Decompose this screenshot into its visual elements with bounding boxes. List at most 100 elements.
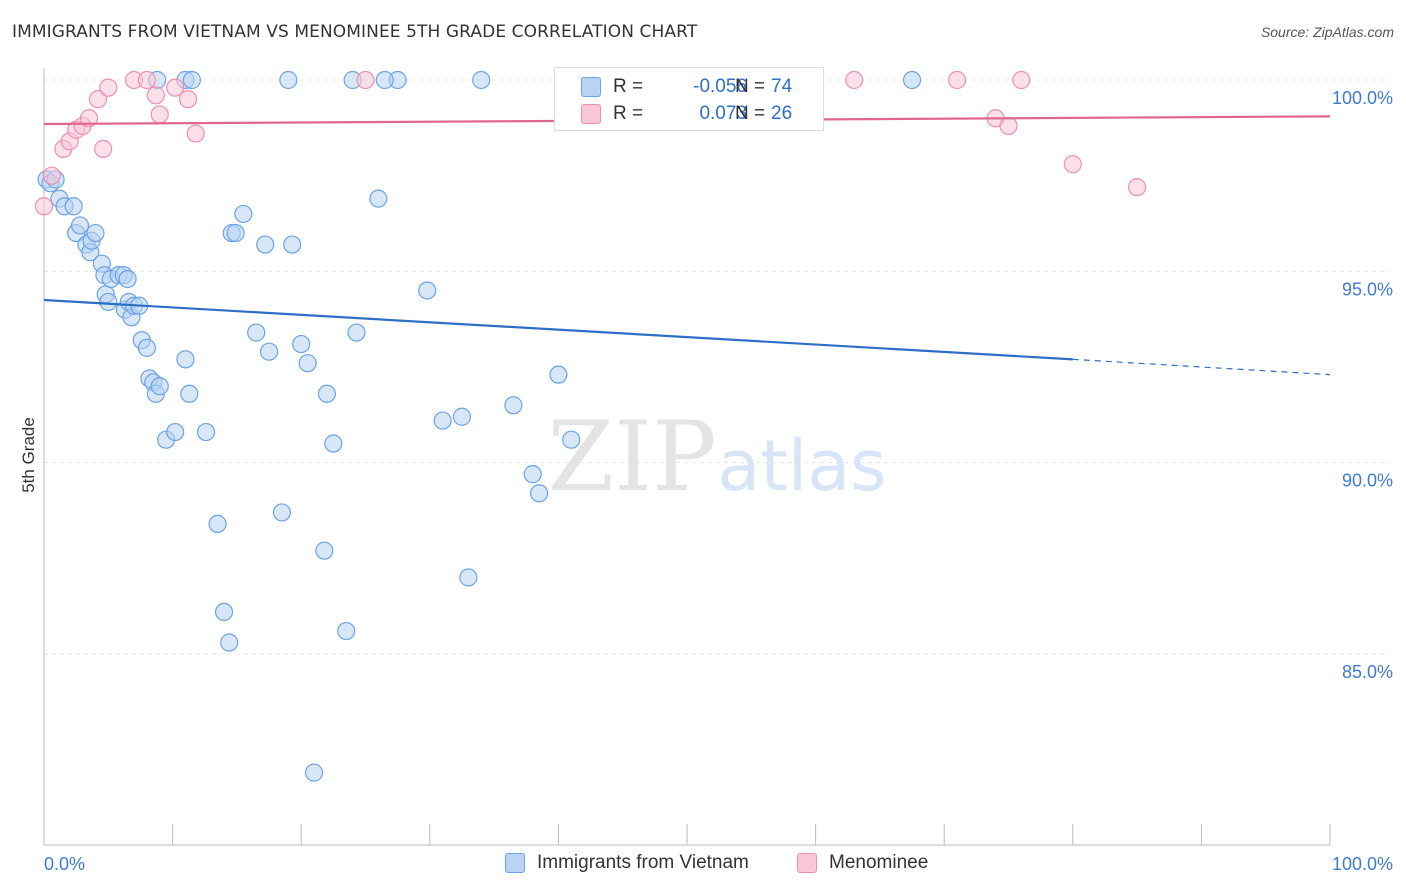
point-vietnam: [902, 70, 922, 90]
point-menominee: [137, 70, 156, 90]
stats-r-label: R =: [613, 103, 649, 124]
point-vietnam: [459, 568, 478, 587]
point-vietnam: [283, 235, 302, 254]
source-label: Source: ZipAtlas.com: [1260, 24, 1394, 40]
point-vietnam: [369, 189, 388, 208]
point-vietnam: [64, 197, 83, 216]
point-vietnam: [337, 621, 356, 641]
point-vietnam: [324, 434, 343, 453]
point-menominee: [1063, 155, 1082, 174]
point-vietnam: [182, 70, 201, 90]
point-vietnam: [86, 223, 105, 243]
point-vietnam: [472, 70, 491, 90]
point-vietnam: [180, 384, 199, 403]
stats-n-label: N =: [735, 76, 771, 97]
watermark: ZIP atlas: [547, 401, 886, 513]
trend-lines: [43, 115, 1331, 376]
stats-swatch-pink: [581, 104, 601, 124]
point-menominee: [42, 166, 61, 185]
series-legend: Immigrants from Vietnam Menominee: [0, 848, 1406, 878]
point-vietnam: [259, 342, 279, 361]
point-menominee: [79, 109, 99, 128]
point-vietnam: [315, 541, 334, 560]
point-vietnam: [279, 70, 298, 90]
point-vietnam: [256, 235, 275, 254]
point-vietnam: [214, 602, 234, 622]
y-tick-label: 95.0%: [1342, 279, 1393, 299]
point-vietnam: [166, 422, 185, 442]
legend-swatch-blue: [505, 853, 525, 873]
trendline-vietnam-extension: [1072, 358, 1331, 376]
point-menominee: [178, 90, 198, 109]
point-vietnam: [504, 396, 523, 415]
point-menominee: [150, 105, 169, 124]
watermark-zip: ZIP: [547, 401, 716, 513]
data-points: [34, 70, 1147, 782]
legend-item-vietnam[interactable]: Immigrants from Vietnam: [505, 852, 749, 874]
legend-label-menominee: Menominee: [829, 852, 929, 873]
stats-r-value: 0.073: [694, 103, 747, 124]
point-menominee: [99, 78, 118, 97]
point-menominee: [34, 197, 54, 216]
point-vietnam: [118, 269, 137, 289]
point-menominee: [999, 116, 1018, 136]
stats-legend: R = -0.056 N = 74 R = 0.073 N = 26: [554, 67, 824, 131]
legend-label-vietnam: Immigrants from Vietnam: [537, 852, 749, 873]
point-vietnam: [562, 430, 581, 449]
x-tick-label-min: 0.0%: [44, 854, 85, 874]
legend-item-menominee[interactable]: Menominee: [797, 852, 928, 874]
stats-r-label: R =: [613, 76, 649, 97]
grid-lines: [44, 79, 1390, 655]
point-vietnam: [298, 354, 317, 373]
point-vietnam: [272, 503, 292, 522]
point-vietnam: [247, 323, 266, 342]
y-tick-label: 90.0%: [1342, 471, 1393, 491]
point-vietnam: [208, 514, 227, 533]
stats-swatch-blue: [581, 77, 601, 97]
point-vietnam: [418, 281, 437, 300]
point-vietnam: [292, 334, 311, 354]
point-vietnam: [523, 465, 542, 484]
x-tick-label-max: 100.0%: [1332, 854, 1393, 874]
point-vietnam: [530, 484, 549, 503]
stats-n-value: 26: [771, 103, 793, 124]
point-vietnam: [433, 411, 452, 430]
point-menominee: [186, 124, 205, 143]
point-vietnam: [150, 377, 169, 396]
point-vietnam: [234, 204, 253, 224]
point-vietnam: [226, 223, 245, 243]
point-vietnam: [196, 422, 216, 442]
point-vietnam: [375, 70, 394, 90]
y-tick-label: 85.0%: [1342, 662, 1393, 682]
chart-title: IMMIGRANTS FROM VIETNAM VS MENOMINEE 5TH…: [12, 22, 698, 42]
point-menominee: [166, 78, 185, 97]
point-menominee: [88, 90, 108, 109]
point-menominee: [146, 86, 165, 105]
point-vietnam: [176, 350, 195, 369]
point-vietnam: [99, 292, 118, 312]
point-vietnam: [304, 763, 324, 782]
watermark-atlas: atlas: [717, 425, 886, 507]
stats-n-label: N =: [735, 103, 771, 124]
legend-swatch-pink: [797, 853, 817, 873]
point-vietnam: [220, 633, 239, 652]
point-menominee: [947, 70, 967, 90]
trendline-vietnam: [43, 298, 1073, 361]
axis-labels: 100.0% 95.0% 90.0% 85.0% 0.0% 100.0% 5th Grade: [19, 88, 1393, 874]
point-menominee: [1127, 178, 1147, 197]
point-menominee: [94, 139, 113, 158]
y-tick-label: 100.0%: [1332, 88, 1393, 108]
stats-r-value: -0.056: [693, 76, 747, 97]
point-vietnam: [347, 323, 366, 342]
point-menominee: [356, 70, 375, 90]
point-vietnam: [452, 407, 472, 426]
y-axis-title: 5th Grade: [19, 417, 38, 493]
stats-n-value: 74: [771, 76, 793, 97]
point-vietnam: [549, 365, 568, 384]
point-menominee: [845, 70, 864, 90]
point-vietnam: [137, 338, 156, 357]
point-vietnam: [317, 384, 337, 403]
point-vietnam: [70, 216, 90, 235]
point-menominee: [1012, 70, 1031, 90]
